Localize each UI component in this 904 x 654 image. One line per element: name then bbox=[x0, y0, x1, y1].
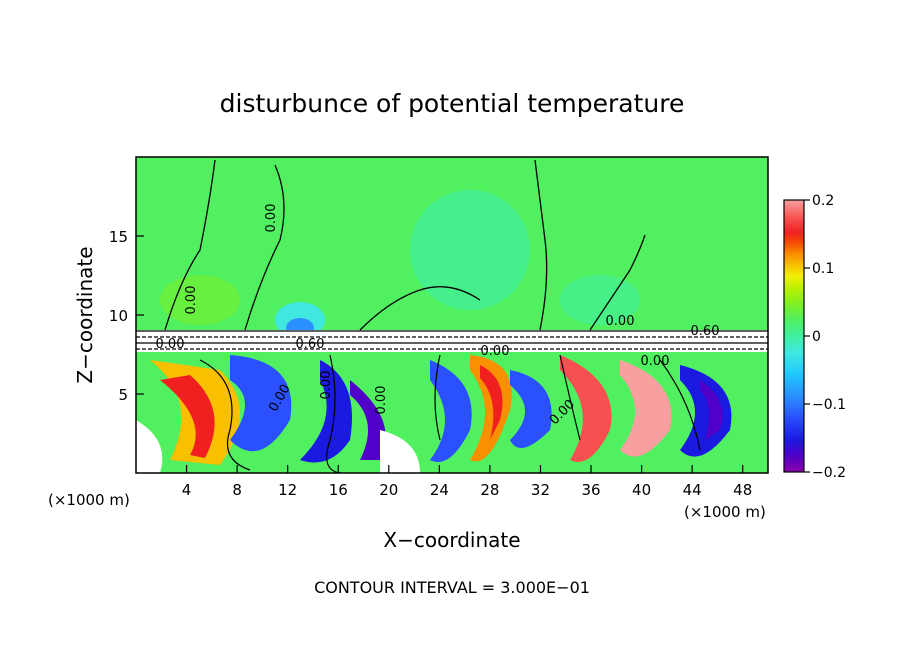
colorbar-tick-label: −0.1 bbox=[812, 397, 846, 413]
x-tick-label: 12 bbox=[278, 481, 297, 499]
contour-label: 0.00 bbox=[374, 386, 389, 415]
x-tick-label: 28 bbox=[480, 481, 499, 499]
contour-line bbox=[326, 354, 341, 473]
contour-line bbox=[559, 354, 581, 441]
contour-line bbox=[534, 159, 548, 331]
x-tick-label: 24 bbox=[430, 481, 449, 499]
white-patch-2 bbox=[380, 430, 420, 473]
x-tick-label: 8 bbox=[232, 481, 242, 499]
warm-blob-2-core bbox=[480, 365, 503, 440]
x-tick-label: 16 bbox=[329, 481, 348, 499]
colorbar-tick-label: −0.2 bbox=[812, 465, 846, 481]
contour-label: 0.00 bbox=[319, 371, 334, 400]
contour-label: 0.00 bbox=[641, 354, 670, 369]
x-tick-label: 40 bbox=[632, 481, 651, 499]
contour-line bbox=[359, 286, 481, 331]
inversion-layer-fill bbox=[136, 330, 768, 352]
warm-blob-3 bbox=[560, 355, 612, 462]
cold-blob-3 bbox=[350, 380, 386, 460]
y-tick-label: 5 bbox=[118, 386, 128, 404]
contour-label: 0.00 bbox=[481, 344, 510, 359]
x-axis-ticks: 4 8 12 16 20 24 28 32 36 40 44 48 bbox=[182, 465, 752, 499]
cold-blob bbox=[230, 355, 292, 452]
contour-label: 0.00 bbox=[606, 314, 635, 329]
cold-blob-2 bbox=[300, 360, 352, 463]
colorbar-ticks: 0.2 0.1 0 −0.1 −0.2 bbox=[804, 193, 846, 481]
cold-blob-5 bbox=[510, 370, 552, 448]
cold-blob-6-core bbox=[700, 380, 723, 440]
upper-cool-region-2 bbox=[560, 275, 640, 325]
contour-line bbox=[589, 234, 646, 331]
warm-blob-4 bbox=[620, 360, 672, 457]
x-tick-label: 36 bbox=[581, 481, 600, 499]
heatmap-field bbox=[136, 157, 768, 473]
x-tick-label: 32 bbox=[531, 481, 550, 499]
cold-blob-6 bbox=[680, 365, 732, 457]
x-tick-label: 44 bbox=[683, 481, 702, 499]
chart-title: disturbunce of potential temperature bbox=[220, 89, 685, 118]
contour-label: 0.60 bbox=[691, 324, 720, 339]
contour-line bbox=[434, 354, 441, 441]
colorbar-tick-label: 0.2 bbox=[812, 193, 834, 209]
contour-label: 0.00 bbox=[184, 286, 199, 315]
y-axis-label: Z−coordinate bbox=[73, 246, 97, 383]
contour-line bbox=[244, 164, 285, 331]
colorbar-tick-label: 0 bbox=[812, 329, 821, 345]
warm-blob-core bbox=[160, 375, 215, 458]
contour-interval-footer: CONTOUR INTERVAL = 3.000E−01 bbox=[314, 578, 590, 597]
colorbar-tick-label: 0.1 bbox=[812, 261, 834, 277]
contour-label: 0.00 bbox=[264, 204, 279, 233]
y-tick-label: 15 bbox=[109, 228, 128, 246]
y-axis-ticks: 5 10 15 bbox=[109, 228, 144, 404]
contour-line bbox=[659, 359, 701, 451]
x-tick-label: 4 bbox=[182, 481, 192, 499]
x-tick-label: 48 bbox=[733, 481, 752, 499]
x-tick-label: 20 bbox=[379, 481, 398, 499]
cold-blob-4 bbox=[430, 360, 472, 462]
x-axis-label: X−coordinate bbox=[383, 528, 520, 552]
contour-label: 0.00 bbox=[156, 337, 185, 352]
contour-label: 0.60 bbox=[296, 337, 325, 352]
x-unit-right: (×1000 m) bbox=[684, 503, 766, 521]
x-unit-left: (×1000 m) bbox=[48, 491, 130, 509]
y-tick-label: 10 bbox=[109, 307, 128, 325]
colorbar bbox=[783, 199, 805, 473]
upper-warm-region bbox=[160, 275, 240, 325]
contour-line bbox=[164, 159, 216, 331]
contour-line bbox=[199, 359, 251, 471]
upper-cool-region bbox=[410, 190, 530, 310]
warm-blob-2 bbox=[470, 355, 512, 462]
white-patch bbox=[136, 420, 163, 473]
